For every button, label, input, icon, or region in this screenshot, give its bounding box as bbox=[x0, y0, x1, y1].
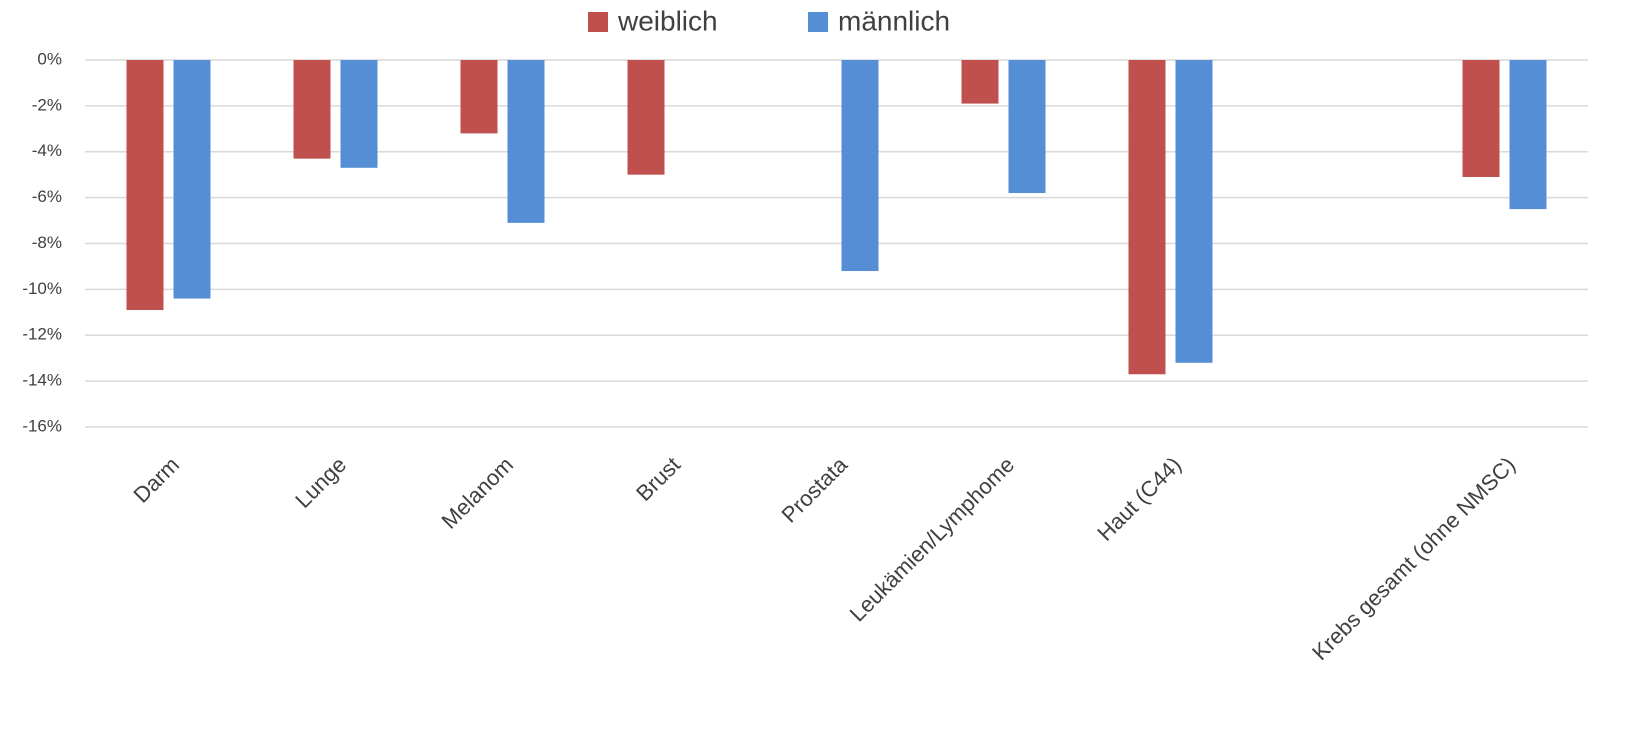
bar bbox=[1175, 60, 1213, 363]
y-tick-label: -10% bbox=[22, 279, 62, 298]
bar bbox=[340, 60, 378, 168]
y-tick-label: -4% bbox=[32, 141, 62, 160]
x-tick-label: Melanom bbox=[436, 452, 518, 534]
y-tick-label: -16% bbox=[22, 416, 62, 435]
bar bbox=[507, 60, 545, 223]
y-tick-label: -12% bbox=[22, 325, 62, 344]
legend-swatch bbox=[588, 12, 608, 32]
bar bbox=[460, 60, 498, 134]
x-tick-label: Brust bbox=[631, 452, 685, 506]
y-tick-label: -8% bbox=[32, 233, 62, 252]
y-tick-label: 0% bbox=[37, 49, 62, 68]
y-tick-label: -6% bbox=[32, 187, 62, 206]
x-tick-label: Haut (C44) bbox=[1092, 452, 1186, 546]
bar bbox=[1008, 60, 1046, 194]
y-tick-label: -14% bbox=[22, 371, 62, 390]
legend-label: männlich bbox=[838, 5, 950, 36]
bar bbox=[1128, 60, 1166, 375]
bar bbox=[961, 60, 999, 104]
bar bbox=[627, 60, 665, 175]
legend-label: weiblich bbox=[617, 5, 718, 36]
x-tick-label: Darm bbox=[128, 452, 184, 508]
bar bbox=[293, 60, 331, 159]
bar bbox=[1462, 60, 1500, 177]
y-tick-label: -2% bbox=[32, 95, 62, 114]
bar bbox=[173, 60, 211, 299]
legend-swatch bbox=[808, 12, 828, 32]
bar bbox=[126, 60, 164, 311]
x-tick-label: Krebs gesamt (ohne NMSC) bbox=[1307, 452, 1520, 665]
bar bbox=[841, 60, 879, 272]
x-tick-label: Lunge bbox=[290, 452, 351, 513]
bar bbox=[1509, 60, 1547, 210]
x-tick-label: Leukämien/Lymphome bbox=[845, 452, 1019, 626]
x-tick-label: Prostata bbox=[777, 451, 853, 527]
